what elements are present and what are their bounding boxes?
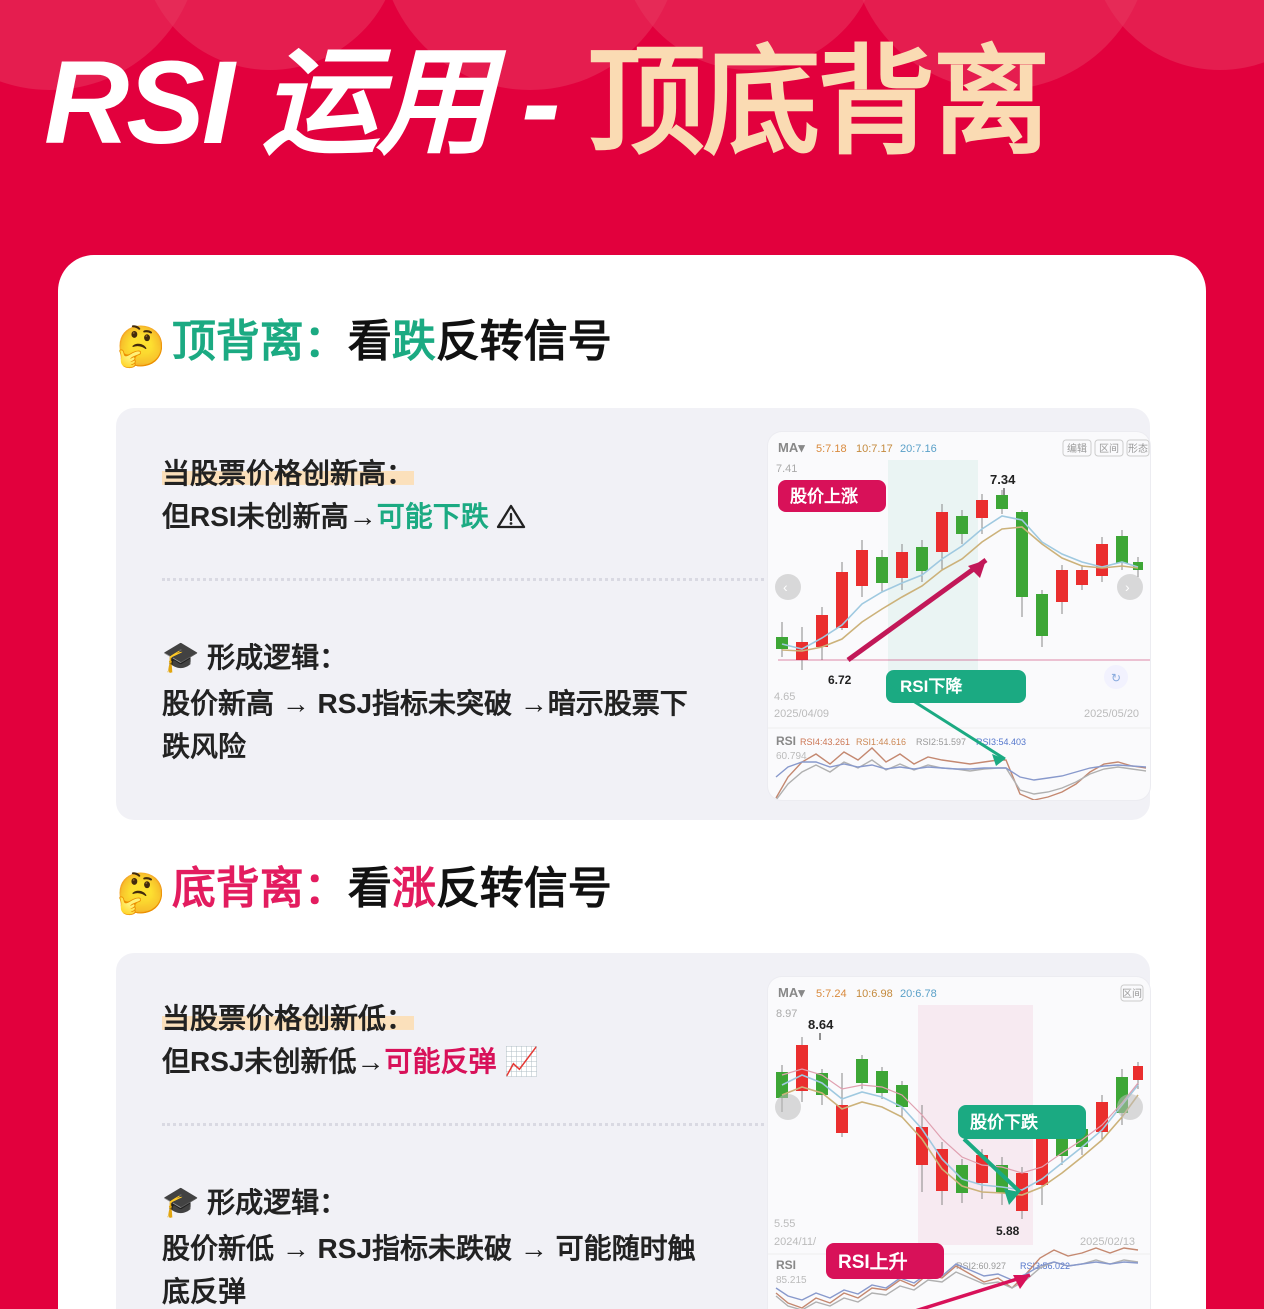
svg-text:RSI1:44.616: RSI1:44.616 xyxy=(856,737,906,747)
svg-text:RSI下降: RSI下降 xyxy=(900,676,963,696)
svg-text:RSI4:43.261: RSI4:43.261 xyxy=(800,737,850,747)
svg-text:8.64: 8.64 xyxy=(808,1017,834,1032)
svg-text:10:7.17: 10:7.17 xyxy=(856,443,893,455)
svg-text:4.65: 4.65 xyxy=(774,691,795,703)
svg-text:RSI上升: RSI上升 xyxy=(838,1251,908,1273)
svg-text:7.41: 7.41 xyxy=(776,463,797,475)
svg-text:↻: ↻ xyxy=(1111,671,1121,685)
svg-text:MA▾: MA▾ xyxy=(778,440,805,455)
svg-text:形态: 形态 xyxy=(1128,442,1148,455)
svg-text:8.97: 8.97 xyxy=(776,1008,797,1020)
svg-text:5:7.18: 5:7.18 xyxy=(816,443,847,455)
svg-text:区间: 区间 xyxy=(1122,987,1142,1000)
svg-text:85.215: 85.215 xyxy=(776,1275,807,1286)
svg-text:‹: ‹ xyxy=(783,579,788,595)
svg-text:编辑: 编辑 xyxy=(1067,442,1087,455)
svg-text:5.88: 5.88 xyxy=(996,1224,1020,1238)
svg-text:5:7.24: 5:7.24 xyxy=(816,988,847,1000)
svg-text:7.34: 7.34 xyxy=(990,472,1016,487)
svg-text:2024/11/: 2024/11/ xyxy=(774,1236,817,1248)
svg-text:MA▾: MA▾ xyxy=(778,985,805,1000)
svg-text:20:7.16: 20:7.16 xyxy=(900,443,937,455)
svg-text:60.794: 60.794 xyxy=(776,751,807,762)
svg-text:RSI: RSI xyxy=(776,1258,796,1272)
svg-text:20:6.78: 20:6.78 xyxy=(900,988,937,1000)
svg-text:股价下跌: 股价下跌 xyxy=(970,1113,1039,1132)
svg-text:5.55: 5.55 xyxy=(774,1218,795,1230)
svg-text:2025/04/09: 2025/04/09 xyxy=(774,708,829,720)
svg-text:2025/02/13: 2025/02/13 xyxy=(1080,1236,1135,1248)
svg-text:区间: 区间 xyxy=(1099,442,1119,455)
svg-text:›: › xyxy=(1125,579,1130,595)
svg-text:RSI2:51.597: RSI2:51.597 xyxy=(916,737,966,747)
svg-text:股价上涨: 股价上涨 xyxy=(790,487,858,506)
svg-text:RSI: RSI xyxy=(776,734,796,748)
svg-text:2025/05/20: 2025/05/20 xyxy=(1084,708,1139,720)
svg-text:6.72: 6.72 xyxy=(828,673,852,687)
svg-text:10:6.98: 10:6.98 xyxy=(856,988,893,1000)
